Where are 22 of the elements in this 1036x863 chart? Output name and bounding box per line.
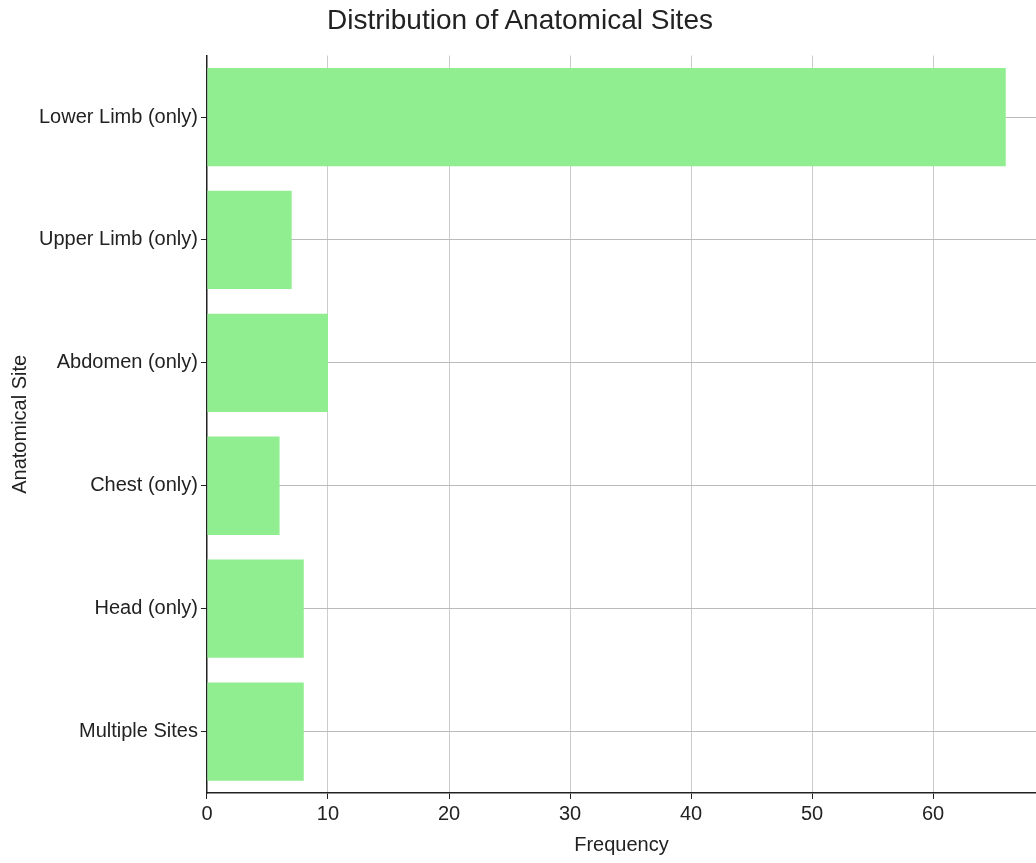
y-tick-label: Multiple Sites	[79, 719, 198, 742]
bar	[207, 682, 304, 781]
y-tick-label: Lower Limb (only)	[38, 104, 198, 127]
y-tick-label: Upper Limb (only)	[38, 227, 198, 250]
x-tick-label: 40	[679, 801, 703, 824]
y-axis-title: Anatomical Site	[7, 354, 30, 494]
bar	[207, 436, 280, 535]
x-tick-label: 50	[800, 801, 824, 824]
y-tick-label: Head (only)	[94, 596, 198, 619]
x-tick-label: 20	[437, 801, 461, 824]
bar	[207, 190, 292, 290]
bar	[207, 67, 1006, 167]
y-tick-label: Abdomen (only)	[56, 350, 198, 373]
x-tick-label: 10	[316, 801, 340, 824]
x-tick-label: 30	[558, 801, 582, 824]
x-axis-title: Frequency	[574, 832, 669, 855]
x-tick-label: 60	[922, 801, 945, 824]
x-tick-label: 0	[201, 801, 213, 824]
bar	[207, 559, 304, 658]
y-tick-label: Chest (only)	[90, 473, 198, 496]
bar	[207, 313, 328, 413]
chart-title: Distribution of Anatomical Sites	[327, 3, 713, 35]
